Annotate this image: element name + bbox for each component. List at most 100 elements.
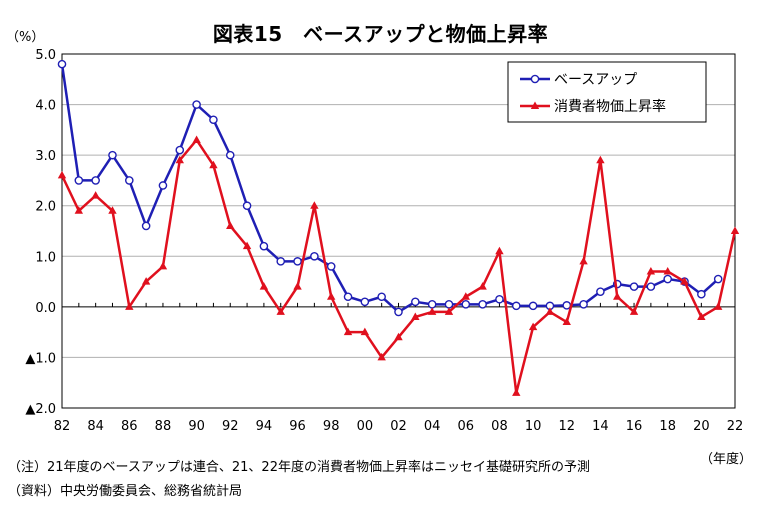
base-up-point [259, 241, 269, 251]
base-up-point [209, 115, 218, 125]
base-up-line [60, 63, 720, 314]
y-tick-label: 4.0 [35, 99, 56, 114]
cpi-point [528, 322, 538, 331]
cpi-point [192, 135, 201, 143]
legend-label: 消費者物価上昇率 [554, 98, 666, 115]
footnote-note: （注）21年度のベースアップは連合、21、22年度の消費者物価上昇率はニッセイ基… [8, 460, 590, 475]
base-up-point [528, 301, 538, 311]
base-up-point [57, 59, 67, 69]
base-up-point [158, 181, 168, 190]
x-tick-label: 82 [54, 419, 71, 434]
y-tick-label: 3.0 [35, 149, 56, 164]
x-tick-label: 10 [525, 419, 542, 434]
y-tick-label: ▲2.0 [25, 402, 56, 417]
x-tick-label: 88 [155, 419, 172, 434]
base-up-point [646, 282, 656, 291]
x-tick-labels: 82 84 86 88 90 92 94 96 98 00 02 04 06 08 10 12 14 16 18 20… [54, 419, 744, 434]
cpi-point [327, 292, 336, 300]
base-up-point [579, 300, 588, 309]
base-up-point [562, 301, 572, 310]
cpi-point [663, 266, 672, 275]
x-tick-label: 94 [256, 419, 273, 434]
base-up-point [461, 300, 471, 309]
cpi-point [545, 307, 555, 315]
cpi-point [579, 256, 588, 265]
base-up-point [511, 301, 521, 311]
base-up-point [596, 287, 605, 296]
cpi-point [74, 206, 84, 214]
base-up-point [141, 221, 151, 231]
x-tick-label: 04 [424, 419, 441, 434]
cpi-point [209, 160, 218, 169]
cpi-point [108, 206, 117, 214]
base-up-point [74, 176, 84, 185]
cpi-point [613, 292, 622, 300]
footnote-source: （資料）中央労働委員会、総務省統計局 [8, 484, 243, 499]
cpi-point [226, 221, 235, 229]
cpi-point [293, 282, 302, 290]
x-tick-label: 12 [558, 419, 575, 434]
cpi-point [411, 312, 420, 320]
x-tick-label: 00 [357, 419, 374, 434]
cpi-point [680, 277, 689, 285]
base-up-point [242, 201, 252, 211]
x-tick-label: 90 [188, 419, 205, 434]
base-up-point [326, 262, 336, 271]
y-tick-labels: 5.0 4.0 3.0 2.0 1.0 0.0 ▲1.0 ▲2.0 [25, 48, 56, 417]
cpi-point [478, 282, 487, 290]
cpi-point [141, 277, 151, 285]
base-up-point [310, 251, 319, 261]
x-tick-label: 16 [626, 419, 643, 434]
cpi-point [57, 170, 67, 179]
x-tick-label: 06 [458, 419, 475, 434]
x-tick-label: 18 [659, 419, 676, 434]
base-up-point [427, 300, 437, 309]
base-up-point [377, 292, 386, 302]
x-tick-label: 20 [693, 419, 710, 434]
x-tick-label: 92 [222, 419, 239, 434]
legend-marker [530, 74, 540, 84]
y-tick-label: 2.0 [35, 200, 56, 215]
base-up-point [411, 297, 420, 307]
cpi-point [461, 292, 470, 300]
base-up-point [495, 294, 504, 304]
cpi-point [495, 246, 504, 255]
cpi-point [427, 307, 437, 315]
x-tick-label: 22 [727, 419, 744, 434]
x-tick-label: 86 [121, 419, 138, 434]
series-lines [57, 59, 740, 396]
cpi-point [259, 282, 269, 290]
base-up-point [360, 297, 370, 307]
cpi-point [360, 327, 370, 336]
cpi-point [242, 241, 252, 250]
cpi-point [276, 307, 285, 315]
y-axis-unit-label: （%） [6, 30, 45, 45]
cpi-point [377, 352, 386, 361]
y-tick-label: 5.0 [35, 48, 56, 63]
legend-box [507, 61, 707, 123]
cpi-point [125, 302, 134, 310]
base-up-point [713, 274, 723, 284]
cpi-point [730, 226, 740, 234]
x-tick-label: 96 [289, 419, 306, 434]
cpi-point [444, 307, 454, 315]
base-up-point [444, 300, 454, 309]
legend-marker [530, 101, 540, 109]
base-up-point [663, 274, 673, 284]
cpi-point [91, 191, 100, 199]
x-axis-unit-label: （年度） [700, 452, 753, 467]
cpi-point [394, 332, 403, 341]
cpi-point [596, 155, 605, 164]
base-up-point [276, 257, 286, 266]
base-up-point [175, 145, 185, 155]
cpi-point [713, 302, 723, 310]
cpi-point [343, 327, 353, 336]
legend-label: ベースアップ [554, 72, 637, 88]
y-tick-label: ▲1.0 [25, 351, 56, 366]
base-up-point [192, 100, 201, 109]
y-tick-label: 0.0 [35, 301, 56, 316]
cpi-point [646, 266, 656, 275]
x-tick-label: 98 [323, 419, 340, 434]
